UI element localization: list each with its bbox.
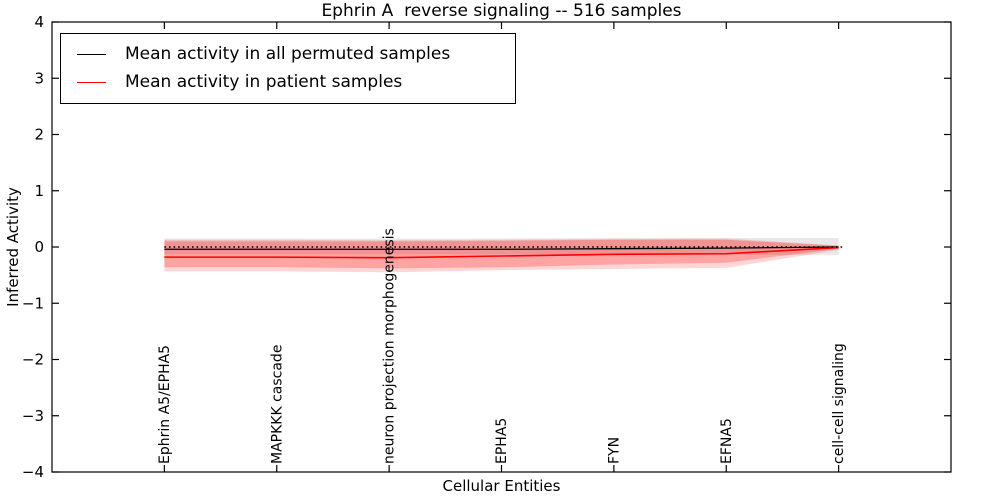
series-line-1 <box>164 246 839 259</box>
x-axis-label: Cellular Entities <box>442 477 561 495</box>
x-tick-label: MAPKKK cascade <box>269 345 285 464</box>
x-tick-label: Ephrin A5/EPHA5 <box>157 345 173 464</box>
legend-item: Mean activity in patient samples <box>71 68 505 96</box>
x-tick-label: cell-cell signaling <box>831 343 847 464</box>
series-line-0 <box>164 246 839 250</box>
y-tick-label: −1 <box>22 294 44 312</box>
y-tick-label: −2 <box>22 351 44 369</box>
band-patient-samples-range-inner <box>164 239 839 269</box>
x-tick-label: EPHA5 <box>494 418 510 464</box>
legend-item-label: Mean activity in patient samples <box>125 72 403 92</box>
y-tick-label: 1 <box>34 182 44 200</box>
chart-title: Ephrin A reverse signaling -- 516 sample… <box>321 1 682 21</box>
x-tick-label: EFNA5 <box>719 418 735 464</box>
y-tick-label: −4 <box>22 463 44 481</box>
legend: Mean activity in all permuted samples Me… <box>60 33 516 104</box>
y-tick-label: 3 <box>34 69 44 87</box>
legend-item-label: Mean activity in all permuted samples <box>125 44 451 64</box>
legend-item: Mean activity in all permuted samples <box>71 40 505 68</box>
y-tick-label: 4 <box>34 13 44 31</box>
line-swatch-black <box>77 53 106 55</box>
line-swatch-red <box>77 81 106 83</box>
y-tick-label: 2 <box>34 126 44 144</box>
y-axis-label: Inferred Activity <box>4 187 22 307</box>
x-tick-label: FYN <box>606 437 622 464</box>
x-tick-label: neuron projection morphogenesis <box>382 228 398 464</box>
y-tick-label: 0 <box>34 238 44 256</box>
y-tick-label: −3 <box>22 407 44 425</box>
